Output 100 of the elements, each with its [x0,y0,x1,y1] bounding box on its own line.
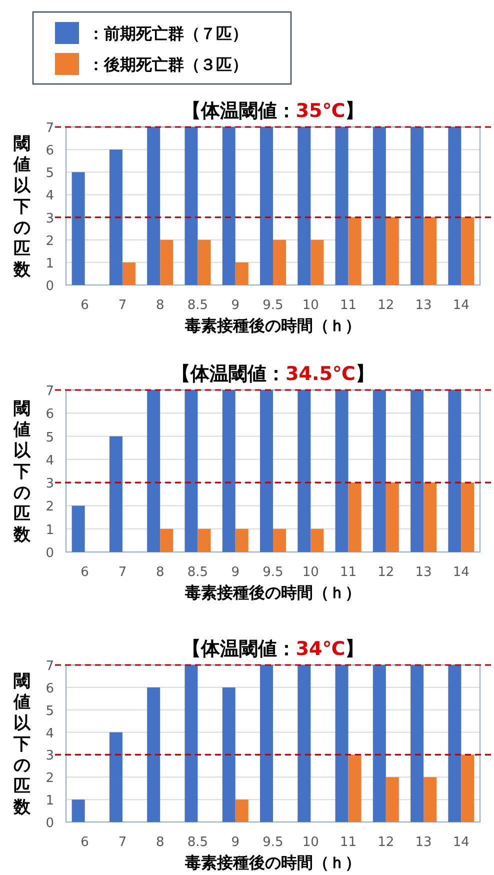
bar [386,482,399,552]
bar [72,506,85,552]
x-tick-label: 11 [340,298,357,313]
legend-label: ：前期死亡群（７匹） [88,24,248,43]
bar [72,800,85,822]
bar [147,687,160,822]
y-tick-label: 4 [46,453,54,468]
x-tick-label: 13 [415,835,432,850]
y-tick-label: 5 [46,430,54,446]
bar [424,777,437,822]
x-tick-label: 7 [118,565,127,580]
chart-title: 【体温閾値：34℃】 [182,638,364,660]
x-tick-label: 7 [118,835,127,850]
bar [235,800,248,822]
bar [310,240,324,285]
bar [372,665,386,822]
chart-title: 【体温閾値：35℃】 [182,100,364,122]
x-tick-label: 11 [340,835,357,850]
x-tick-label: 9.5 [262,565,284,580]
y-tick-label: 3 [46,748,54,764]
x-tick-label: 12 [378,565,394,580]
y-tick-label: 6 [46,407,54,422]
x-tick-label: 6 [80,298,89,313]
bar [335,127,348,285]
y-axis-title: 閾値以下の匹数 [12,399,32,545]
x-tick-label: 8 [156,835,164,850]
y-tick-label: 0 [46,279,54,294]
bar [72,172,85,285]
y-tick-label: 6 [46,144,54,159]
y-tick-label: 3 [46,476,54,492]
bar [310,528,324,552]
bar [260,127,273,285]
y-tick-label: 5 [46,166,54,182]
x-tick-label: 6 [80,835,89,850]
bar [448,127,462,285]
bar [235,528,248,552]
y-tick-label: 0 [46,816,54,831]
x-tick-label: 14 [452,565,470,580]
bar [410,127,424,285]
bar [335,390,348,552]
bar [260,390,273,552]
y-tick-label: 2 [46,500,54,515]
y-tick-label: 7 [46,121,54,136]
x-tick-label: 9 [231,298,240,313]
bar [198,240,211,285]
x-axis-title: 毒素接種後の時間（ｈ） [184,316,361,335]
bar [461,754,474,822]
x-tick-label: 6 [80,565,89,580]
bar [109,436,122,552]
bar [160,528,174,552]
x-tick-label: 10 [302,298,319,313]
x-tick-label: 9 [231,835,240,850]
y-tick-label: 2 [46,771,54,786]
bar [184,127,198,285]
x-tick-label: 8.5 [187,835,208,850]
y-tick-label: 1 [46,794,54,809]
bar [222,127,236,285]
x-tick-label: 10 [302,835,319,850]
bar [298,390,311,552]
y-tick-label: 5 [46,704,54,719]
bar [461,482,474,552]
bar [109,150,122,285]
bar [198,528,211,552]
x-tick-label: 12 [378,835,394,850]
bar [147,127,160,285]
x-tick-label: 8 [156,298,164,313]
bar [122,262,136,285]
bar [222,390,236,552]
x-tick-label: 13 [415,298,432,313]
x-tick-label: 8 [156,565,164,580]
bar [348,482,362,552]
bar [260,665,273,822]
bar [424,217,437,285]
x-tick-label: 9.5 [262,298,284,313]
bar [298,127,311,285]
y-tick-label: 1 [46,256,54,272]
y-tick-label: 6 [46,681,54,696]
bar [160,240,174,285]
y-tick-label: 1 [46,522,54,538]
y-tick-label: 4 [46,726,54,742]
x-tick-label: 8.5 [187,565,208,580]
y-axis-title: 閾値以下の匹数 [12,134,32,280]
bar [147,390,160,552]
bar [298,665,311,822]
bar [448,665,462,822]
y-tick-label: 0 [46,546,54,561]
bar [222,687,236,822]
bar [348,754,362,822]
bar [335,665,348,822]
x-tick-label: 10 [302,565,319,580]
y-tick-label: 7 [46,659,54,674]
bar [273,528,286,552]
chart-title: 【体温閾値：34.5℃】 [172,363,374,385]
x-tick-label: 9.5 [262,835,284,850]
x-tick-label: 7 [118,298,127,313]
bar [461,217,474,285]
bar [109,732,122,822]
bar [386,217,399,285]
bar [410,390,424,552]
bar [184,390,198,552]
